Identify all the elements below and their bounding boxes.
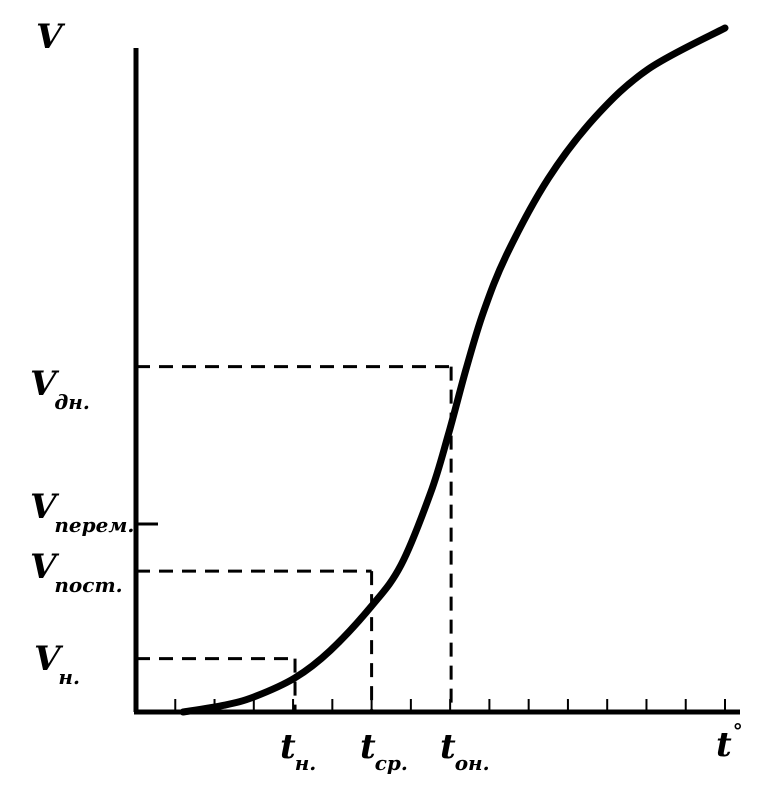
x-axis-title: t°	[716, 719, 743, 765]
y-tick-label-vpost: Vпост.	[30, 547, 123, 597]
y-tick-label-vn: Vн.	[34, 639, 80, 689]
y-axis-title: V	[36, 17, 66, 57]
y-tick-label-vdn: Vдн.	[30, 364, 90, 414]
x-tick-label-tsr: tср.	[360, 727, 408, 775]
x-minor-ticks	[174, 699, 726, 712]
series-line	[179, 24, 729, 716]
x-tick-label-ton: tон.	[440, 727, 490, 775]
y-tick-label-vperem: Vперем.	[30, 487, 134, 537]
guide-lines	[136, 365, 453, 712]
x-tick-label-tn: tн.	[280, 727, 316, 775]
plot-area	[133, 24, 740, 716]
